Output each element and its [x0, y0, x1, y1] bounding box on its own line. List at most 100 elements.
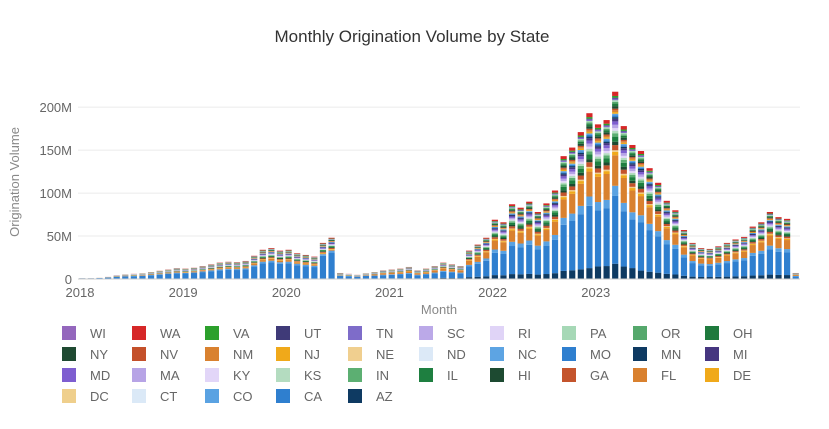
bar-segment: [732, 248, 738, 249]
legend-item[interactable]: PA: [562, 326, 607, 341]
bar-segment: [578, 169, 584, 173]
legend-item[interactable]: WA: [132, 326, 181, 341]
bar-segment: [483, 245, 489, 246]
x-tick-label: 2023: [581, 285, 610, 300]
bar-segment: [655, 183, 661, 185]
legend-item[interactable]: MA: [132, 368, 180, 383]
legend-item[interactable]: NJ: [276, 347, 320, 362]
bar-segment: [509, 218, 515, 219]
bar-segment: [518, 209, 524, 210]
bar-segment: [518, 224, 524, 225]
bar-segment: [595, 174, 601, 177]
bar-segment: [612, 137, 618, 142]
legend-item[interactable]: MD: [62, 368, 110, 383]
bar-segment: [612, 264, 618, 279]
bar-segment: [294, 261, 300, 262]
bar-segment: [243, 265, 249, 266]
legend-item[interactable]: UT: [276, 326, 321, 341]
bar-segment: [741, 252, 747, 258]
legend-item[interactable]: IL: [419, 368, 458, 383]
bar-segment: [561, 170, 567, 171]
bar-segment: [638, 158, 644, 159]
bar-segment: [784, 219, 790, 220]
legend-item[interactable]: TN: [348, 326, 393, 341]
bar-stack: [509, 204, 515, 279]
legend-item[interactable]: GA: [562, 368, 609, 383]
legend-item[interactable]: OR: [633, 326, 681, 341]
legend-item[interactable]: HI: [490, 368, 531, 383]
legend-item[interactable]: AZ: [348, 389, 393, 404]
legend-item[interactable]: NY: [62, 347, 108, 362]
bar-segment: [707, 260, 713, 265]
bar-segment: [604, 127, 610, 128]
y-tick-label: 200M: [39, 100, 72, 115]
bar-segment: [432, 273, 438, 278]
bar-segment: [767, 226, 773, 227]
bar-segment: [578, 151, 584, 152]
legend-item[interactable]: NE: [348, 347, 394, 362]
legend-item[interactable]: KS: [276, 368, 322, 383]
bar-segment: [621, 150, 627, 153]
bar-segment: [457, 273, 463, 278]
legend-item[interactable]: NV: [132, 347, 178, 362]
legend-item[interactable]: MN: [633, 347, 681, 362]
legend-item[interactable]: CT: [132, 389, 177, 404]
bar-segment: [500, 232, 506, 233]
bar-segment: [638, 223, 644, 271]
bar-segment: [681, 241, 687, 242]
bar-segment: [500, 241, 506, 242]
legend-item[interactable]: MI: [705, 347, 747, 362]
bar-segment: [535, 231, 541, 232]
legend-label: DE: [733, 368, 751, 383]
legend-item[interactable]: NC: [490, 347, 537, 362]
legend-item[interactable]: IN: [348, 368, 389, 383]
bar-segment: [449, 272, 455, 273]
legend-item[interactable]: KY: [205, 368, 251, 383]
legend-item[interactable]: OH: [705, 326, 753, 341]
bar-segment: [569, 172, 575, 174]
legend-item[interactable]: CO: [205, 389, 253, 404]
legend-item[interactable]: DC: [62, 389, 109, 404]
legend-item[interactable]: NM: [205, 347, 253, 362]
bar-segment: [638, 159, 644, 161]
bar-segment: [621, 140, 627, 141]
bar-segment: [526, 202, 532, 204]
bar-segment: [629, 153, 635, 155]
legend-swatch: [348, 326, 362, 340]
bar-segment: [234, 268, 240, 269]
bar-segment: [784, 220, 790, 221]
bar-segment: [741, 258, 747, 260]
legend-item[interactable]: CA: [276, 389, 322, 404]
legend-item[interactable]: FL: [633, 368, 676, 383]
bar-segment: [535, 212, 541, 214]
bar-segment: [285, 258, 291, 259]
bar-segment: [715, 257, 721, 258]
bar-segment: [586, 268, 592, 279]
bar-segment: [604, 209, 610, 267]
legend-label: NE: [376, 347, 394, 362]
legend-swatch: [419, 368, 433, 382]
legend-item[interactable]: WI: [62, 326, 106, 341]
bar-segment: [277, 261, 283, 263]
bar-segment: [612, 131, 618, 134]
legend-item[interactable]: SC: [419, 326, 465, 341]
legend-item[interactable]: ND: [419, 347, 466, 362]
bar-segment: [569, 156, 575, 158]
bar-segment: [767, 218, 773, 219]
legend-label: SC: [447, 326, 465, 341]
bar-segment: [543, 246, 549, 274]
legend-item[interactable]: RI: [490, 326, 531, 341]
legend[interactable]: WI WA VA UT TN SC RI PA OR OH NY NV NM NJ NE ND NC MO MN MI…: [62, 326, 753, 404]
legend-item[interactable]: MO: [562, 347, 611, 362]
bar-segment: [569, 221, 575, 270]
bar-segment: [629, 145, 635, 148]
bar-segment: [509, 219, 515, 220]
bar-stack: [475, 245, 481, 279]
legend-item[interactable]: VA: [205, 326, 250, 341]
bar-segment: [655, 186, 661, 187]
bar-segment: [629, 152, 635, 153]
legend-swatch: [205, 347, 219, 361]
bar-segment: [724, 246, 730, 247]
legend-item[interactable]: DE: [705, 368, 751, 383]
